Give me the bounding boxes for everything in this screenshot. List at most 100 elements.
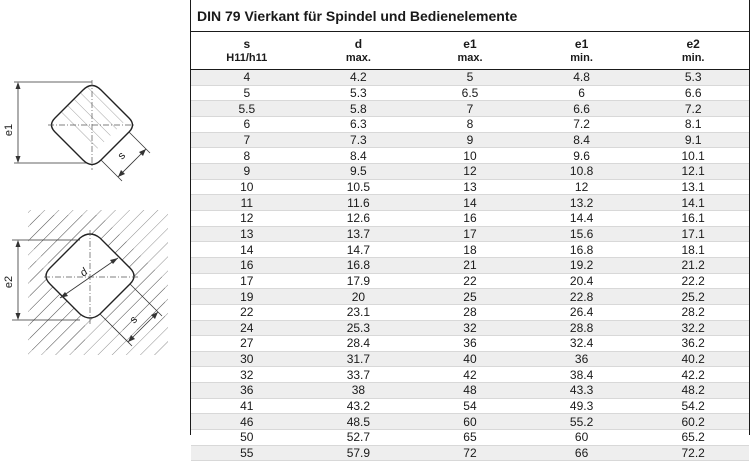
table-row: 8 8.4 10 9.6 10.1 [191, 147, 749, 164]
table-cell: 43.2 [302, 398, 415, 415]
table-cell: 9 [191, 163, 303, 180]
table-cell: 14 [191, 241, 303, 258]
table-cell: 4.8 [525, 69, 638, 86]
table-cell: 16 [191, 257, 303, 274]
column-header-symbol: s [243, 37, 251, 51]
table-cell: 28 [414, 304, 526, 321]
table-cell: 36 [414, 335, 526, 352]
table-cell: 57.9 [302, 445, 415, 461]
table-cell: 5.3 [637, 69, 749, 86]
table-row: 9 9.5 12 10.8 12.1 [191, 163, 749, 180]
table-cell: 9.5 [302, 163, 415, 180]
table-cell: 72.2 [637, 445, 749, 461]
column-header-qualifier: min. [570, 52, 593, 64]
table-cell: 13.2 [525, 194, 638, 211]
table-cell: 36 [191, 382, 303, 399]
column-header-qualifier: max. [345, 52, 371, 64]
table-cell: 60.2 [637, 413, 749, 431]
table-cell: 13 [191, 226, 303, 243]
table-cell: 9.6 [525, 147, 638, 164]
table-cell: 20.4 [525, 273, 638, 290]
table-cell: 4 [191, 69, 303, 86]
table-row: 19 20 25 22.8 25.2 [191, 288, 749, 305]
column-header-qualifier: max. [457, 52, 483, 64]
table-cell: 9.1 [637, 132, 749, 149]
table-cell: 21 [414, 257, 526, 274]
table-cell: 15.6 [525, 226, 638, 243]
table-cell: 60 [525, 429, 638, 446]
table-cell: 11 [191, 194, 303, 211]
table-cell: 10.1 [637, 147, 749, 164]
table-cell: 18.1 [637, 241, 749, 258]
table-cell: 18 [414, 241, 526, 258]
table-cell: 14.7 [302, 241, 415, 258]
table-row: 32 33.7 42 38.4 42.2 [191, 366, 749, 384]
table-cell: 6.6 [637, 85, 749, 102]
table-cell: 23.1 [302, 304, 415, 321]
table-cell: 24 [191, 320, 303, 337]
table-cell: 5 [414, 69, 526, 86]
table-row: 6 6.3 8 7.2 8.1 [191, 116, 749, 133]
column-header-symbol: e1 [463, 37, 477, 51]
table-cell: 30 [191, 351, 303, 368]
table-cell: 17.9 [302, 273, 415, 290]
table-row: 27 28.4 36 32.4 36.2 [191, 335, 749, 352]
table-row: 55 57.9 72 66 72.2 [191, 445, 749, 461]
table-cell: 54.2 [637, 398, 749, 415]
table-cell: 32 [414, 320, 526, 337]
column-header: s H11/h11 [191, 32, 303, 70]
table-row: 14 14.7 18 16.8 18.1 [191, 241, 749, 258]
table-row: 17 17.9 22 20.4 22.2 [191, 273, 749, 290]
table-cell: 5.5 [191, 100, 303, 117]
table-header-row: s H11/h11 d max. e1 max. e1 min. e2 min. [191, 32, 749, 70]
table-cell: 65.2 [637, 429, 749, 446]
table-cell: 6.5 [414, 85, 526, 102]
table-cell: 7.2 [637, 100, 749, 117]
table-cell: 6.3 [302, 116, 415, 133]
table-cell: 43.3 [525, 382, 638, 399]
column-header: e2 min. [637, 32, 749, 70]
table-cell: 52.7 [302, 429, 415, 446]
column-header-symbol: d [354, 37, 363, 51]
table-cell: 17.1 [637, 226, 749, 243]
table-body: 4 4.2 5 4.8 5.3 5 5.3 6.5 6 6.6 5.5 5.8 7 6.6 7.2 6 6.3 8… [191, 69, 749, 461]
table-cell: 60 [414, 413, 526, 431]
column-header: e1 min. [525, 32, 638, 70]
table-cell: 5.8 [302, 100, 415, 117]
table-cell: 8 [191, 147, 303, 164]
table-cell: 10 [191, 179, 303, 196]
table-cell: 8.1 [637, 116, 749, 133]
table-cell: 8.4 [302, 147, 415, 164]
table-cell: 11.6 [302, 194, 415, 211]
table-cell: 31.7 [302, 351, 415, 368]
table-cell: 42.2 [637, 366, 749, 384]
table-cell: 54 [414, 398, 526, 415]
drawings-svg: e1 s [3, 80, 168, 355]
table-cell: 13.7 [302, 226, 415, 243]
din79-table-panel: DIN 79 Vierkant für Spindel und Bedienel… [190, 0, 750, 461]
table-cell: 12.1 [637, 163, 749, 180]
table-row: 24 25.3 32 28.8 32.2 [191, 320, 749, 337]
table-cell: 46 [191, 413, 303, 431]
table-cell: 50 [191, 429, 303, 446]
table-cell: 25.3 [302, 320, 415, 337]
table-cell: 25.2 [637, 288, 749, 305]
top-square-drawing: e1 s [3, 80, 151, 182]
table-row: 7 7.3 9 8.4 9.1 [191, 132, 749, 149]
bottom-hole-drawing: e2 d s [3, 210, 168, 355]
table-cell: 16.8 [302, 257, 415, 274]
table-cell: 13 [414, 179, 526, 196]
table-cell: 41 [191, 398, 303, 415]
table-row: 10 10.5 13 12 13.1 [191, 179, 749, 196]
table-cell: 8.4 [525, 132, 638, 149]
table-row: 46 48.5 60 55.2 60.2 [191, 413, 749, 431]
table-cell: 49.3 [525, 398, 638, 415]
table-cell: 7 [414, 100, 526, 117]
table-cell: 13.1 [637, 179, 749, 196]
dimension-table: s H11/h11 d max. e1 max. e1 min. e2 min. 4 4.2 5 4.8… [191, 32, 749, 461]
table-row: 11 11.6 14 13.2 14.1 [191, 194, 749, 211]
table-cell: 66 [525, 445, 638, 461]
column-header: d max. [302, 32, 415, 70]
table-cell: 21.2 [637, 257, 749, 274]
table-cell: 48.2 [637, 382, 749, 399]
